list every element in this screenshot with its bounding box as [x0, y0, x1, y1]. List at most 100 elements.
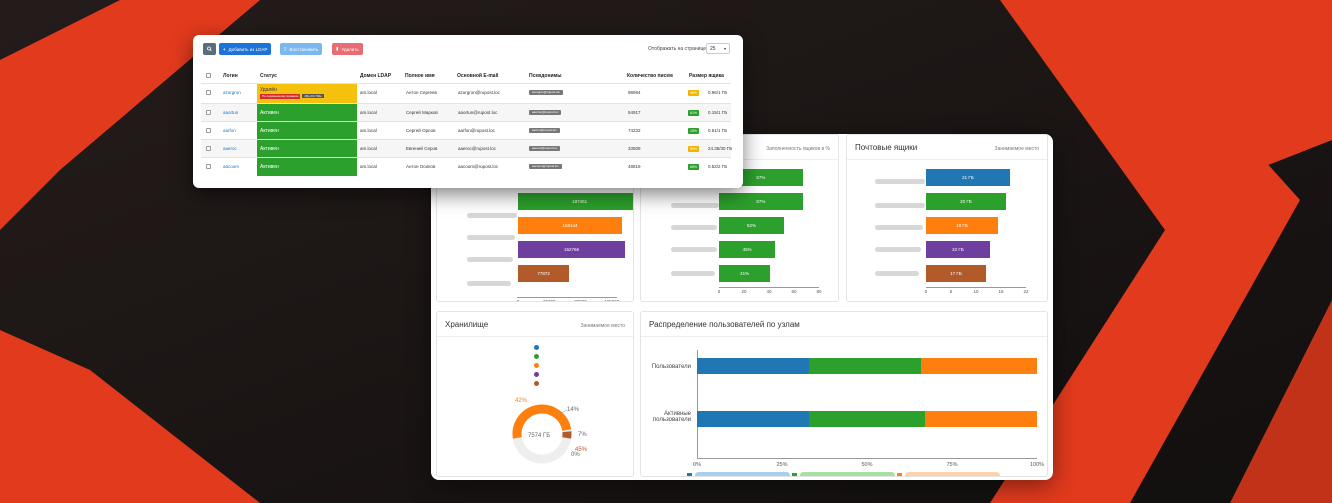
legend-dot: [534, 345, 539, 350]
add-from-ldap-button[interactable]: + Добавить из LDAP: [219, 43, 272, 55]
usage-badge: 66%: [688, 164, 700, 170]
search-button[interactable]: [203, 43, 216, 55]
column-header[interactable]: Основной E-mail: [457, 73, 499, 79]
plus-icon: +: [223, 46, 226, 52]
usage-badge: 96%: [688, 90, 700, 96]
row-checkbox[interactable]: [206, 164, 211, 169]
mailboxes-chart-card: Почтовые ящики Занимаемое место 21 ГБ 20 …: [846, 134, 1048, 302]
stacked-bar-segment: [809, 358, 922, 374]
column-header[interactable]: Домен LDAP: [360, 73, 392, 79]
x-tick-label: 80: [816, 289, 822, 294]
x-tick-label: 6: [949, 289, 953, 294]
select-all-checkbox[interactable]: [206, 73, 211, 78]
bar: 77872: [518, 265, 570, 282]
bar: 52%: [719, 217, 784, 234]
table-row[interactable]: aaortun Активен am.local Сергей Марков aaort…: [201, 103, 731, 122]
x-tick-label: 16: [998, 289, 1004, 294]
count-cell: 74232: [628, 128, 641, 133]
delete-label: Удалить: [341, 46, 359, 52]
slice-label: 42%: [515, 398, 528, 404]
y-axis: [697, 350, 698, 458]
storage-donut: 7574 ГБ 42% 14% 7% 45%0%: [512, 398, 588, 464]
column-header[interactable]: Псевдонимы: [529, 73, 562, 79]
x-tick-label: 20: [741, 289, 747, 294]
slice-label: 0%: [571, 452, 580, 458]
x-axis: [697, 458, 1037, 459]
bar: 18 ГБ: [926, 217, 998, 234]
domain-cell: am.local: [360, 128, 377, 133]
table-row[interactable]: aaeroc Активен am.local Евгений Серов aaeroc…: [201, 139, 733, 158]
login-link[interactable]: aarfon: [223, 128, 236, 133]
login-link[interactable]: azurgron: [223, 90, 241, 95]
status-text: Удалён: [260, 87, 277, 93]
stacked-bar-segment: [809, 411, 925, 427]
bar: 158144: [518, 217, 623, 234]
usage-badge: 61%: [688, 110, 700, 116]
add-from-ldap-label: Добавить из LDAP: [228, 46, 268, 52]
chart-subtitle: Занимаемое место: [580, 323, 625, 329]
table-row[interactable]: azurgron Удалён По переменному времени 28д …: [201, 83, 731, 104]
x-tick-label: 0: [717, 289, 721, 294]
stacked-bar-segment: [697, 411, 810, 427]
legend-dot: [534, 363, 539, 368]
x-tick-label: 100%: [1029, 462, 1045, 468]
legend-label-placeholder: [695, 472, 790, 476]
column-header[interactable]: Логин: [223, 73, 238, 79]
legend-swatch: [897, 473, 902, 476]
table-row[interactable]: aacoom Активен am.local Антон Осипов aacoom@…: [201, 157, 731, 176]
size-cell: 0.96/1 ГБ: [708, 90, 728, 95]
column-header[interactable]: Количество писем: [627, 73, 673, 79]
legend-label-placeholder: [800, 472, 895, 476]
x-tick-label: 0: [924, 289, 928, 294]
chart-title: Хранилище: [445, 320, 489, 329]
x-tick-label: 0: [516, 299, 520, 302]
count-cell: 98994: [628, 90, 641, 95]
per-page-select[interactable]: 25 ▾: [706, 43, 730, 54]
stacked-bar-segment: [921, 358, 1037, 374]
chart-subtitle: Занимаемое место: [994, 146, 1039, 152]
status-badge: По переменному времени: [260, 94, 301, 99]
login-link[interactable]: aacoom: [223, 164, 240, 169]
bar: 41%: [719, 265, 771, 282]
domain-cell: am.local: [360, 90, 377, 95]
search-icon: [207, 46, 212, 52]
legend-dot: [534, 372, 539, 377]
column-header[interactable]: Размер ящика: [689, 73, 724, 79]
fullname-cell: Антон Осипов: [406, 164, 436, 169]
row-checkbox[interactable]: [206, 128, 211, 133]
y-tick-label: Пользователи: [651, 364, 691, 370]
x-tick-label: 22: [1023, 289, 1029, 294]
row-checkbox[interactable]: [206, 146, 211, 151]
x-tick-label: 25%: [776, 462, 788, 468]
y-tick-label: Активные пользователи: [652, 411, 691, 423]
delete-button[interactable]: ▮ Удалить: [332, 43, 363, 55]
count-cell: 48819: [628, 164, 641, 169]
stacked-bar-segment: [697, 358, 810, 374]
login-link[interactable]: aaeroc: [223, 146, 237, 151]
row-checkbox[interactable]: [206, 110, 211, 115]
table-row[interactable]: aarfon Активен am.local Сергей Орлов aarfon@…: [201, 121, 731, 140]
count-cell: 33509: [628, 146, 641, 151]
column-header[interactable]: Статус: [260, 73, 277, 79]
legend-swatch: [792, 473, 797, 476]
fullname-cell: Евгений Серов: [406, 146, 438, 151]
bar: 67%: [719, 193, 803, 210]
slice-label: 45%: [575, 447, 588, 453]
login-link[interactable]: aaortun: [223, 110, 239, 115]
alias-badge: aacoom@rupost.loc: [529, 164, 562, 169]
x-tick-label: 105000: [604, 299, 620, 302]
x-tick-label: 40: [766, 289, 772, 294]
email-cell: azurgron@rupost.loc: [458, 90, 500, 95]
storage-chart-card: Хранилище Занимаемое место 7574 ГБ 42% 14%…: [436, 311, 634, 477]
usage-badge: 89%: [688, 146, 700, 152]
email-cell: aacoom@rupost.loc: [458, 164, 499, 169]
document-icon: ▯: [284, 46, 287, 51]
x-tick-label: 35000: [542, 299, 556, 302]
slice-label: 7%: [578, 432, 587, 438]
donut-slice: [512, 404, 572, 439]
size-cell: 24.35/30 ГБ: [708, 146, 733, 151]
restore-button[interactable]: ▯ Восстановить: [280, 43, 323, 55]
row-checkbox[interactable]: [206, 90, 211, 95]
email-cell: aarfon@rupost.loc: [458, 128, 495, 133]
column-header[interactable]: Полное имя: [405, 73, 435, 79]
